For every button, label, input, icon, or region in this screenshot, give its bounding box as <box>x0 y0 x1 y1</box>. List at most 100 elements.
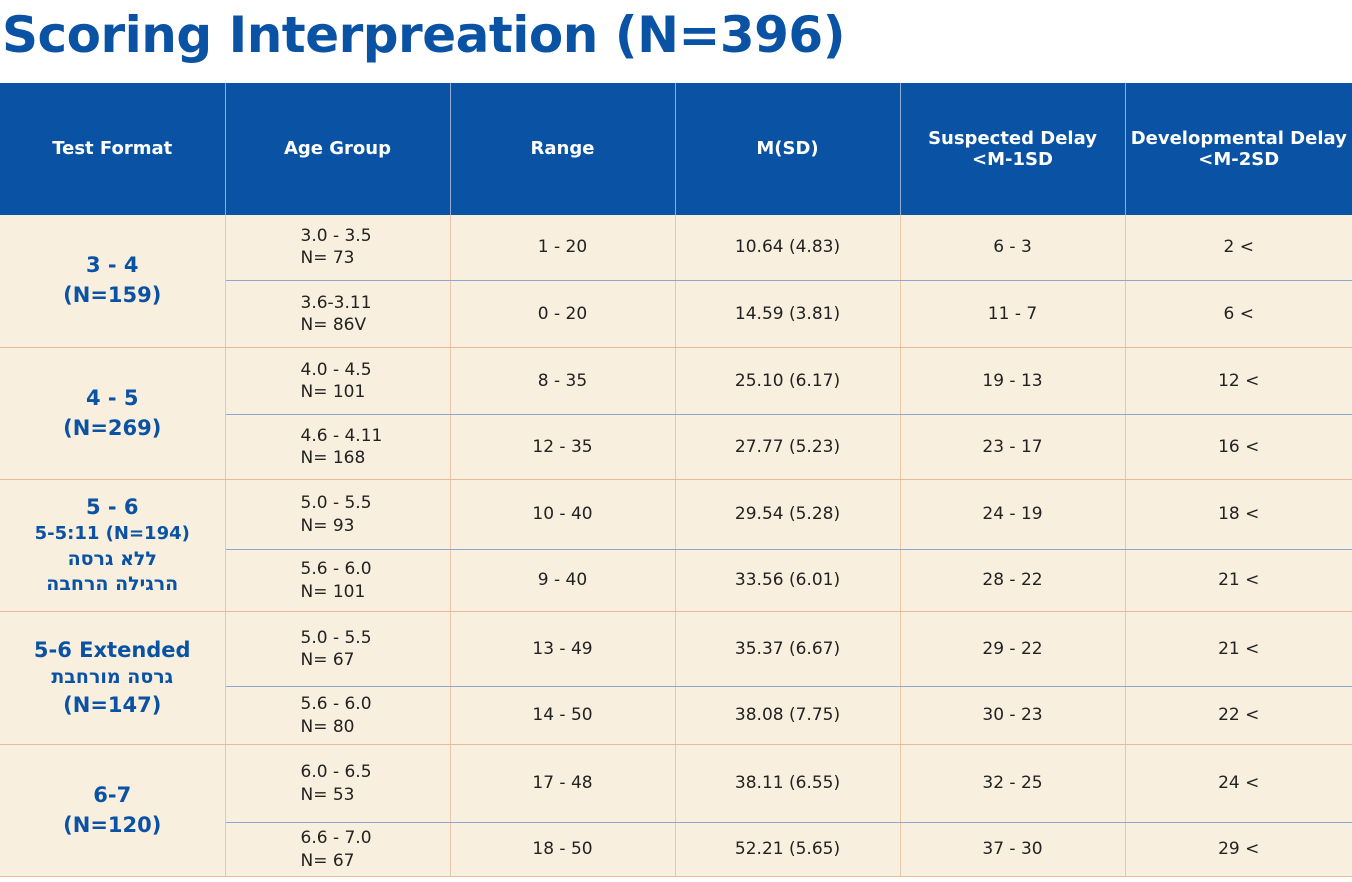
age-group-cell: 5.0 - 5.5 N= 93 <box>225 479 451 550</box>
age-group-cell: 6.6 - 7.0 N= 67 <box>225 822 451 877</box>
msd-cell: 27.77 (5.23) <box>675 414 901 480</box>
sample-size: N= 67 <box>300 850 355 871</box>
age-range: 6.0 - 6.5 <box>300 762 372 783</box>
header-test-format: Test Format <box>0 83 226 215</box>
range-cell: 1 - 20 <box>450 214 676 281</box>
developmental-delay-cell: 12 < <box>1125 347 1352 415</box>
test-format-line: (N=159) <box>63 282 162 307</box>
age-range: 4.6 - 4.11 <box>300 425 383 446</box>
test-format-line: 5-6 Extended <box>33 637 191 662</box>
header-range: Range <box>450 83 676 215</box>
test-format-cell: 6-7 (N=120) <box>0 744 226 877</box>
range-cell: 8 - 35 <box>450 347 676 415</box>
developmental-delay-cell: 16 < <box>1125 414 1352 480</box>
header-age-group: Age Group <box>225 83 451 215</box>
test-format-line: (N=147) <box>63 692 162 717</box>
range-cell: 0 - 20 <box>450 280 676 348</box>
test-format-cell: 5 - 6 5-5:11 (N=194) ללא גרסה הרגילה הרחבה <box>0 479 226 612</box>
range-cell: 9 - 40 <box>450 549 676 612</box>
age-range: 5.0 - 5.5 <box>300 627 372 648</box>
age-range: 6.6 - 7.0 <box>300 828 372 849</box>
suspected-delay-cell: 37 - 30 <box>900 822 1126 877</box>
table-row: 4.6 - 4.11 N= 168 12 - 35 27.77 (5.23) 23 - … <box>0 414 1352 480</box>
range-cell: 14 - 50 <box>450 686 676 745</box>
developmental-delay-cell: 29 < <box>1125 822 1352 877</box>
msd-cell: 25.10 (6.17) <box>675 347 901 415</box>
sample-size: N= 67 <box>300 650 355 670</box>
age-group-cell: 6.0 - 6.5 N= 53 <box>225 744 451 823</box>
age-group-cell: 3.0 - 3.5 N= 73 <box>225 214 451 281</box>
sample-size: N= 101 <box>300 581 366 602</box>
header-row: Test Format Age Group Range M(SD) Suspec… <box>0 83 1352 215</box>
header-developmental-delay: Developmental Delay <M-2SD <box>1125 83 1352 215</box>
header-suspected-delay: Suspected Delay <M-1SD <box>900 83 1126 215</box>
suspected-delay-cell: 23 - 17 <box>900 414 1126 480</box>
age-group-cell: 5.6 - 6.0 N= 80 <box>225 686 451 745</box>
test-format-line: 4 - 5 <box>85 386 139 411</box>
age-group-cell: 4.6 - 4.11 N= 168 <box>225 414 451 480</box>
msd-cell: 52.21 (5.65) <box>675 822 901 877</box>
header-msd: M(SD) <box>675 83 901 215</box>
developmental-delay-cell: 21 < <box>1125 611 1352 687</box>
suspected-delay-cell: 19 - 13 <box>900 347 1126 415</box>
page-title: Scoring Interpreation (N=396) <box>2 6 846 64</box>
sample-size: N= 101 <box>300 382 366 402</box>
test-format-line: 6-7 <box>93 783 132 808</box>
developmental-delay-cell: 6 < <box>1125 280 1352 348</box>
table-row: 6.6 - 7.0 N= 67 18 - 50 52.21 (5.65) 37 - 30… <box>0 822 1352 877</box>
suspected-delay-cell: 30 - 23 <box>900 686 1126 745</box>
range-cell: 12 - 35 <box>450 414 676 480</box>
table-body: 3 - 4 (N=159) 3.0 - 3.5 N= 73 1 - 20 10.64 (4… <box>0 214 1352 877</box>
test-format-cell: 5-6 Extended גרסה מורחבת (N=147) <box>0 611 226 745</box>
age-range: 5.6 - 6.0 <box>300 559 372 580</box>
developmental-delay-cell: 21 < <box>1125 549 1352 612</box>
sample-size: N= 168 <box>300 448 366 468</box>
table-row: 5.6 - 6.0 N= 101 9 - 40 33.56 (6.01) 28 - 22… <box>0 549 1352 612</box>
age-group-cell: 5.6 - 6.0 N= 101 <box>225 549 451 612</box>
msd-cell: 33.56 (6.01) <box>675 549 901 612</box>
sample-size: N= 53 <box>300 784 355 805</box>
sample-size: N= 73 <box>300 248 355 269</box>
test-format-line: 5 - 6 <box>85 495 139 520</box>
age-range: 3.6-3.11 <box>300 292 372 313</box>
sample-size: N= 93 <box>300 515 355 536</box>
developmental-delay-cell: 18 < <box>1125 479 1352 550</box>
age-group-cell: 3.6-3.11 N= 86V <box>225 280 451 348</box>
test-format-cell: 3 - 4 (N=159) <box>0 214 226 348</box>
age-range: 5.6 - 6.0 <box>300 694 372 715</box>
age-group-cell: 4.0 - 4.5 N= 101 <box>225 347 451 415</box>
suspected-delay-cell: 28 - 22 <box>900 549 1126 612</box>
developmental-delay-cell: 2 < <box>1125 214 1352 281</box>
age-range: 5.0 - 5.5 <box>300 493 372 514</box>
suspected-delay-cell: 11 - 7 <box>900 280 1126 348</box>
suspected-delay-cell: 32 - 25 <box>900 744 1126 823</box>
test-format-line: 5-5:11 (N=194) <box>34 523 190 545</box>
test-format-line: גרסה מורחבת <box>51 666 174 689</box>
suspected-delay-cell: 6 - 3 <box>900 214 1126 281</box>
developmental-delay-cell: 22 < <box>1125 686 1352 745</box>
age-range: 4.0 - 4.5 <box>300 359 372 380</box>
suspected-delay-cell: 24 - 19 <box>900 479 1126 550</box>
table-row: 5 - 6 5-5:11 (N=194) ללא גרסה הרגילה הרחבה 5… <box>0 479 1352 612</box>
test-format-line: 3 - 4 <box>85 253 139 278</box>
test-format-cell: 4 - 5 (N=269) <box>0 347 226 480</box>
table-row: 4 - 5 (N=269) 4.0 - 4.5 N= 101 8 - 35 25.10 (… <box>0 347 1352 480</box>
msd-cell: 14.59 (3.81) <box>675 280 901 348</box>
scoring-table: Test Format Age Group Range M(SD) Suspec… <box>0 83 1352 877</box>
suspected-delay-cell: 29 - 22 <box>900 611 1126 687</box>
range-cell: 18 - 50 <box>450 822 676 877</box>
table-row: 5.6 - 6.0 N= 80 14 - 50 38.08 (7.75) 30 - 23… <box>0 686 1352 745</box>
range-cell: 13 - 49 <box>450 611 676 687</box>
msd-cell: 29.54 (5.28) <box>675 479 901 550</box>
table-row: 3 - 4 (N=159) 3.0 - 3.5 N= 73 1 - 20 10.64 (4… <box>0 214 1352 348</box>
msd-cell: 38.08 (7.75) <box>675 686 901 745</box>
sample-size: N= 86V <box>300 315 367 335</box>
test-format-line: הרגילה הרחבה <box>46 573 179 596</box>
msd-cell: 10.64 (4.83) <box>675 214 901 281</box>
age-group-cell: 5.0 - 5.5 N= 67 <box>225 611 451 687</box>
test-format-line: (N=269) <box>63 415 162 440</box>
table-row: 5-6 Extended גרסה מורחבת (N=147) 5.0 - 5.5 N… <box>0 611 1352 745</box>
age-range: 3.0 - 3.5 <box>300 226 372 247</box>
range-cell: 10 - 40 <box>450 479 676 550</box>
